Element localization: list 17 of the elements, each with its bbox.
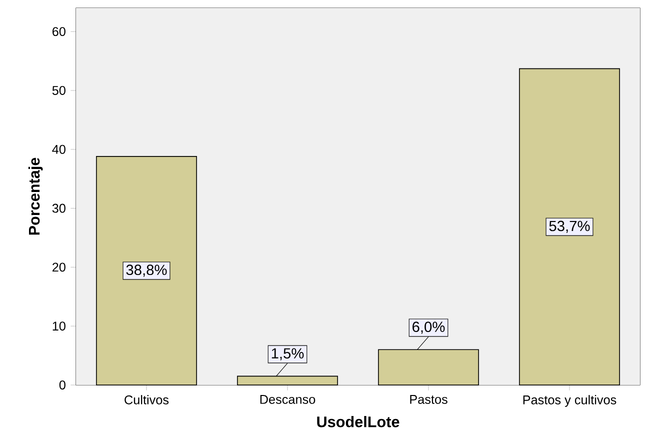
y-tick-label: 50 xyxy=(52,86,66,95)
y-axis-title: Porcentaje xyxy=(28,158,43,235)
data-label: 53,7% xyxy=(549,220,590,233)
data-label: 38,8% xyxy=(126,264,167,277)
y-tick-label: 0 xyxy=(59,380,66,390)
x-tick-label: Pastos y cultivos xyxy=(523,395,616,407)
x-tick-label: Cultivos xyxy=(124,395,169,404)
data-label: 1,5% xyxy=(272,348,304,360)
data-label: 6,0% xyxy=(412,322,445,334)
y-tick-label: 30 xyxy=(52,204,66,213)
y-tick-label: 20 xyxy=(52,262,66,272)
x-axis-title: UsodelLote xyxy=(317,416,400,428)
x-tick-label: Pastos xyxy=(410,395,448,404)
x-tick-label: Descanso xyxy=(260,395,316,404)
y-tick-label: 40 xyxy=(52,144,66,154)
y-tick-label: 10 xyxy=(52,322,66,331)
y-tick-label: 60 xyxy=(52,27,66,36)
